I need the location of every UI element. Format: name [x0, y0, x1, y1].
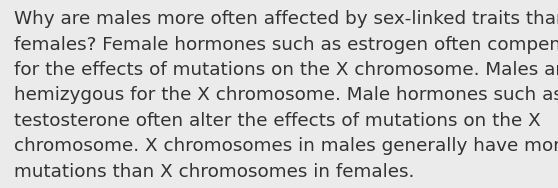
Text: testosterone often alter the effects of mutations on the X: testosterone often alter the effects of …: [14, 112, 541, 130]
Text: chromosome. X chromosomes in males generally have more: chromosome. X chromosomes in males gener…: [14, 137, 558, 155]
Text: females? Female hormones such as estrogen often compensate: females? Female hormones such as estroge…: [14, 36, 558, 54]
Text: hemizygous for the X chromosome. Male hormones such as: hemizygous for the X chromosome. Male ho…: [14, 86, 558, 105]
Text: mutations than X chromosomes in females.: mutations than X chromosomes in females.: [14, 163, 415, 181]
Text: Why are males more often affected by sex-linked traits than: Why are males more often affected by sex…: [14, 10, 558, 28]
Text: for the effects of mutations on the X chromosome. Males are: for the effects of mutations on the X ch…: [14, 61, 558, 79]
